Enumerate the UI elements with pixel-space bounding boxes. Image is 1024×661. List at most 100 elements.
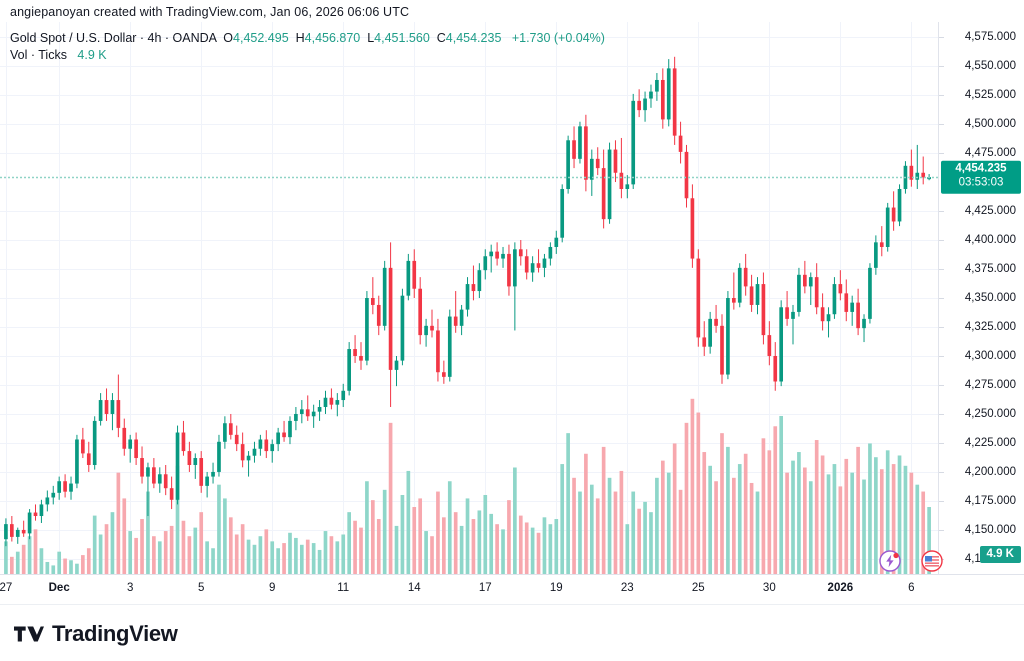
price-tick-mark — [939, 298, 944, 299]
candle-body — [211, 471, 215, 477]
candle-body — [915, 172, 920, 180]
candle-body — [181, 432, 186, 452]
candle-body — [554, 237, 559, 247]
volume-bar — [649, 512, 653, 574]
volume-bar — [584, 453, 588, 574]
volume-bar — [347, 512, 351, 574]
price-tick-mark — [939, 414, 944, 415]
volume-bar — [305, 539, 310, 574]
volume-bar — [779, 415, 784, 574]
volume-bar — [81, 555, 85, 574]
volume-bar — [359, 527, 363, 574]
candle-body — [785, 307, 789, 319]
volume-bar — [595, 498, 600, 574]
candle-body — [406, 260, 411, 296]
volume-bar — [518, 515, 523, 574]
price-tick-label: 4,325.000 — [964, 320, 1016, 333]
volume-bar — [560, 464, 565, 574]
candle-body — [75, 439, 79, 484]
candle-body — [199, 458, 204, 486]
tradingview-logo-icon — [14, 626, 44, 642]
candle-body — [400, 295, 405, 361]
candle-body — [560, 188, 565, 238]
volume-bar — [228, 517, 233, 574]
candle-body — [572, 140, 576, 159]
candle-body — [353, 349, 357, 356]
volume-bar — [465, 498, 470, 574]
volume-bar — [856, 446, 860, 574]
candle-body — [104, 400, 109, 414]
candle-body — [862, 318, 866, 329]
volume-bar — [791, 460, 795, 574]
price-tick-label: 4,575.000 — [964, 31, 1016, 44]
volume-bar — [495, 524, 499, 574]
volume-bar — [660, 460, 665, 574]
volume-bar — [152, 536, 156, 574]
volume-bar — [246, 539, 251, 574]
volume-bar — [666, 472, 671, 574]
candle-body — [749, 286, 754, 305]
candle-body — [240, 444, 245, 461]
volume-bar — [157, 541, 162, 574]
candle-body — [4, 524, 8, 540]
time-tick-label: 5 — [198, 582, 205, 594]
tradingview-brand[interactable]: TradingView — [14, 621, 178, 647]
volume-bar — [832, 464, 837, 574]
price-tick-mark — [939, 472, 944, 473]
volume-bar — [572, 477, 576, 574]
price-tick-label: 4,175.000 — [964, 494, 1016, 507]
candle-body — [524, 256, 529, 273]
us-flag-icon[interactable] — [921, 550, 943, 572]
lightning-bolt-icon[interactable] — [879, 550, 901, 572]
candle-body — [518, 249, 523, 257]
volume-bar — [820, 455, 825, 574]
volume-bar — [299, 544, 304, 574]
volume-bar — [542, 517, 547, 574]
price-tick-mark — [939, 211, 944, 212]
candle-body — [874, 242, 878, 268]
volume-bar — [453, 512, 458, 574]
volume-bar — [743, 453, 748, 574]
volume-bar — [21, 544, 26, 574]
candle-body — [116, 400, 121, 428]
volume-bar — [684, 422, 689, 574]
volume-bar — [317, 549, 322, 574]
volume-bar — [808, 481, 813, 574]
volume-bar — [868, 443, 872, 574]
volume-bar — [702, 452, 707, 574]
volume-bar — [181, 520, 186, 574]
candle-body — [814, 277, 819, 308]
volume-bar — [376, 519, 381, 574]
candle-body — [891, 207, 896, 222]
candle-body — [678, 135, 683, 152]
candle-body — [317, 407, 322, 412]
volume-bar — [927, 507, 931, 574]
volume-bar — [501, 529, 505, 574]
volume-bar — [223, 498, 227, 574]
candle-body — [323, 397, 328, 408]
volume-bar — [276, 548, 280, 574]
price-tick-mark — [939, 356, 944, 357]
volume-bar — [548, 524, 553, 574]
chart-plot-area[interactable] — [0, 22, 938, 574]
volume-bar — [536, 532, 541, 574]
candle-body — [442, 372, 446, 377]
volume-bar — [163, 531, 168, 574]
candle-body — [45, 497, 50, 505]
candle-body — [578, 126, 582, 159]
time-axis[interactable]: 27 Dec 3 5 9 11 14 17 19 23 25 30 2026 6 — [0, 574, 1024, 604]
price-tick-label: 4,150.000 — [964, 523, 1016, 536]
candle-body — [223, 423, 227, 442]
candle-body — [643, 98, 647, 111]
candle-body — [791, 311, 795, 319]
candle-body — [885, 207, 890, 247]
volume-bar — [578, 491, 582, 574]
candle-body — [347, 349, 351, 391]
candle-body — [92, 420, 97, 465]
current-price-tag: 4,454.235 03:53:03 — [941, 160, 1021, 194]
volume-bar — [264, 529, 269, 574]
candle-body — [187, 451, 192, 465]
price-axis[interactable]: 4,575.000 4,550.000 4,525.000 4,500.000 4,47… — [938, 22, 1024, 574]
volume-bar — [193, 527, 198, 574]
volume-bar — [619, 470, 624, 574]
